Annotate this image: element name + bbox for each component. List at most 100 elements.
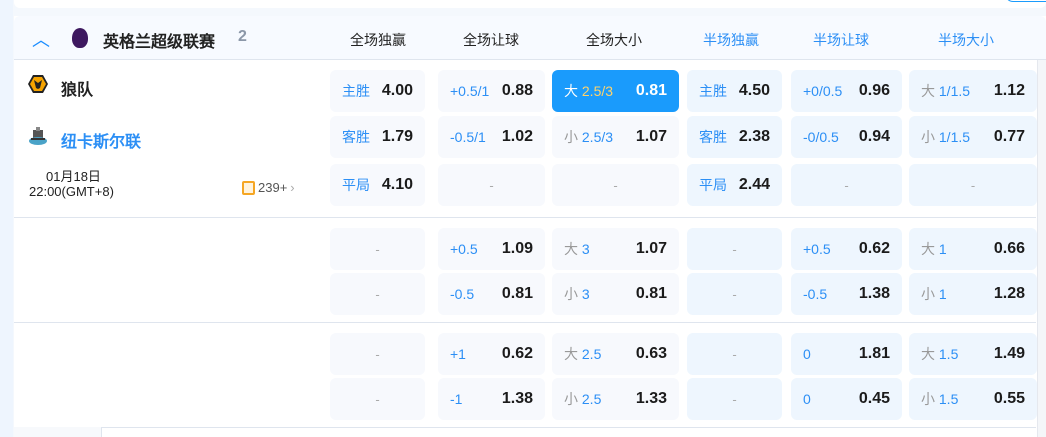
top-button[interactable]	[1005, 0, 1046, 2]
odds-value: 1.02	[501, 128, 533, 145]
odds-label: +0.5	[450, 241, 478, 257]
odds-value: 1.81	[858, 345, 890, 362]
odds-cell[interactable]: 主胜 4.50	[687, 70, 782, 112]
odds-cell[interactable]: -0.5 0.81	[438, 273, 545, 315]
league-header[interactable]: ︿ 英格兰超级联赛 2 全场独赢 全场让球 全场大小 半场独赢 半场让球 半场大小	[14, 16, 1046, 60]
odds-value: 0.96	[858, 82, 890, 99]
odds-cell[interactable]: 平局 4.10	[330, 164, 425, 206]
odds-cell[interactable]: 0 1.81	[791, 333, 902, 375]
odds-cell: -	[330, 333, 425, 375]
odds-cell[interactable]: +0.5 0.62	[791, 228, 902, 270]
odds-cell[interactable]: 大 1.5 1.49	[909, 333, 1037, 375]
odds-label: 大 1.5	[921, 344, 958, 364]
collapse-chevron-icon[interactable]: ︿	[32, 30, 50, 50]
odds-cell[interactable]: 小 1.5 0.55	[909, 378, 1037, 420]
empty-odds: -	[732, 286, 737, 302]
over-under-prefix: 小	[564, 129, 578, 145]
odds-cell[interactable]: -0.5 1.38	[791, 273, 902, 315]
odds-value: 1.79	[381, 128, 413, 145]
odds-value: 1.38	[501, 390, 533, 407]
odds-cell[interactable]: +0.5/1 0.88	[438, 70, 545, 112]
scrollbar[interactable]	[1037, 60, 1046, 437]
column-header: 全场大小	[586, 32, 642, 48]
odds-cell[interactable]: 小 2.5/3 1.07	[552, 116, 679, 158]
odds-value: 1.38	[858, 285, 890, 302]
odds-line: 1	[938, 286, 947, 302]
league-panel: ︿ 英格兰超级联赛 2 全场独赢 全场让球 全场大小 半场独赢 半场让球 半场大小 狼队 …	[14, 16, 1046, 437]
odds-line: 2.5/3	[581, 83, 614, 99]
odds-cell[interactable]: -0.5/1 1.02	[438, 116, 545, 158]
odds-cell[interactable]: 小 2.5 1.33	[552, 378, 679, 420]
odds-cell[interactable]: +1 0.62	[438, 333, 545, 375]
odds-cell: -	[791, 164, 902, 206]
odds-line: +0.5/1	[450, 83, 490, 99]
odds-cell[interactable]: 主胜 4.00	[330, 70, 425, 112]
column-header: 半场让球	[813, 32, 869, 48]
odds-label: 0	[803, 391, 811, 407]
column-header: 全场独赢	[350, 32, 406, 48]
odds-line: 客胜	[699, 129, 727, 145]
odds-value: 1.07	[635, 128, 667, 145]
odds-line: 客胜	[342, 129, 370, 145]
odds-label: +0.5	[803, 241, 831, 257]
away-team[interactable]: 纽卡斯尔联	[61, 134, 142, 151]
odds-cell[interactable]: 客胜 1.79	[330, 116, 425, 158]
odds-line: 平局	[342, 177, 370, 193]
odds-cell: -	[330, 273, 425, 315]
odds-cell[interactable]: +0.5 1.09	[438, 228, 545, 270]
empty-odds: -	[375, 346, 380, 362]
odds-line: 2.5	[581, 391, 602, 407]
odds-label: 客胜	[699, 127, 727, 147]
odds-cell[interactable]: 大 1/1.5 1.12	[909, 70, 1037, 112]
odds-line: +1	[450, 346, 466, 362]
empty-odds: -	[613, 177, 618, 193]
empty-odds: -	[732, 241, 737, 257]
odds-cell[interactable]: 小 1/1.5 0.77	[909, 116, 1037, 158]
home-team[interactable]: 狼队	[61, 82, 94, 99]
odds-label: 主胜	[699, 81, 727, 101]
over-under-prefix: 大	[564, 83, 578, 99]
odds-label: 小 1/1.5	[921, 127, 970, 147]
odds-value: 0.66	[993, 240, 1025, 257]
over-under-prefix: 小	[564, 391, 578, 407]
odds-value: 0.77	[993, 128, 1025, 145]
more-markets-link[interactable]: 239+ ›	[242, 180, 295, 195]
more-markets-count: 239+	[258, 180, 288, 195]
odds-cell[interactable]: 大 3 1.07	[552, 228, 679, 270]
odds-cell: -	[438, 164, 545, 206]
odds-line: 0	[803, 391, 811, 407]
odds-cell[interactable]: +0/0.5 0.96	[791, 70, 902, 112]
left-strip	[0, 0, 13, 437]
empty-odds: -	[732, 391, 737, 407]
odds-cell[interactable]: 0 0.45	[791, 378, 902, 420]
odds-value: 1.33	[635, 390, 667, 407]
odds-value: 0.94	[858, 128, 890, 145]
odds-cell: -	[552, 164, 679, 206]
odds-cell[interactable]: -1 1.38	[438, 378, 545, 420]
odds-label: 小 1	[921, 284, 947, 304]
odds-cell[interactable]: 大 1 0.66	[909, 228, 1037, 270]
odds-label: 平局	[699, 175, 727, 195]
odds-cell: -	[330, 378, 425, 420]
previous-card	[14, 0, 1046, 8]
odds-cell[interactable]: 平局 2.44	[687, 164, 782, 206]
odds-label: +0.5/1	[450, 83, 489, 99]
odds-line: 主胜	[699, 83, 727, 99]
odds-label: 小 1.5	[921, 389, 958, 409]
odds-line: 0	[803, 346, 811, 362]
odds-value: 4.50	[738, 82, 770, 99]
wolves-logo-icon	[28, 75, 48, 93]
odds-label: +0/0.5	[803, 83, 842, 99]
odds-value: 1.28	[993, 285, 1025, 302]
odds-cell[interactable]: 客胜 2.38	[687, 116, 782, 158]
odds-cell[interactable]: 小 3 0.81	[552, 273, 679, 315]
over-under-prefix: 大	[921, 346, 935, 362]
match-date: 01月18日	[46, 169, 101, 184]
odds-value: 0.81	[635, 82, 667, 99]
odds-cell[interactable]: 大 2.5 0.63	[552, 333, 679, 375]
odds-cell[interactable]: -0/0.5 0.94	[791, 116, 902, 158]
odds-cell[interactable]: 大 2.5/3 0.81	[552, 70, 679, 112]
divider	[14, 217, 1036, 218]
odds-label: 大 2.5/3	[564, 81, 613, 101]
odds-cell[interactable]: 小 1 1.28	[909, 273, 1037, 315]
